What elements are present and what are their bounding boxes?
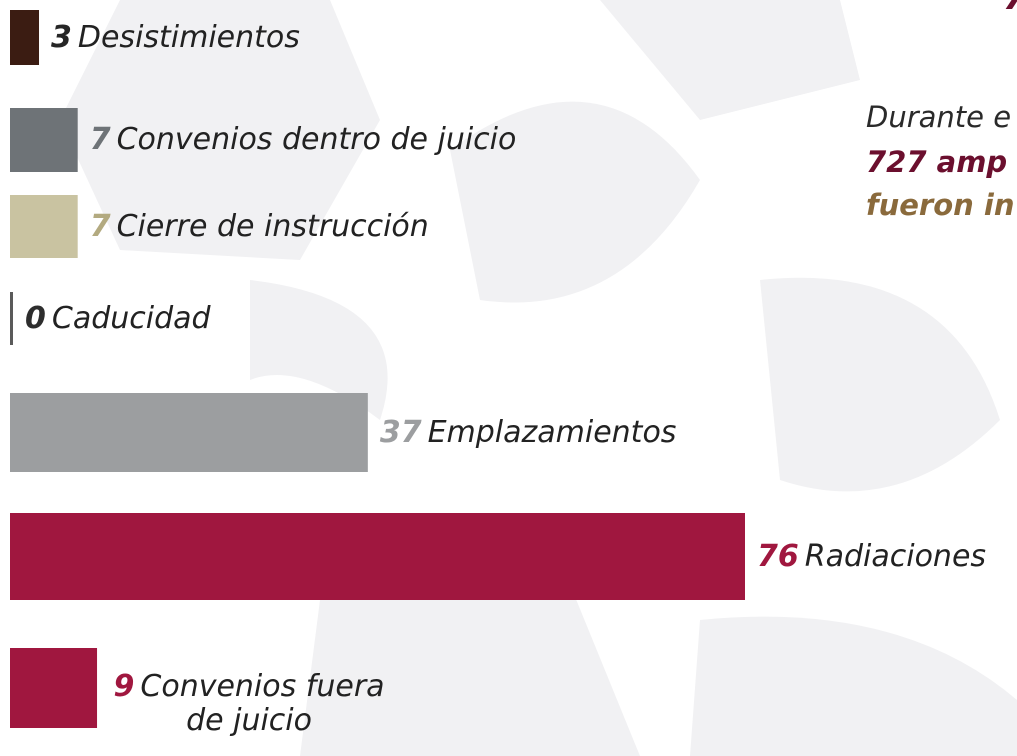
bar — [10, 195, 78, 258]
bar-label: 76 Radiaciones — [757, 538, 987, 574]
bar — [10, 10, 40, 65]
bar — [10, 393, 368, 472]
value-label: 7 — [89, 122, 111, 157]
watermark — [60, 0, 1017, 756]
annotation: 7 — [1003, 0, 1017, 18]
annotation: Durante e — [866, 100, 1012, 134]
bar — [10, 292, 13, 345]
bar-label: 37 Emplazamientos — [379, 414, 677, 450]
bar — [10, 513, 745, 600]
bar-label: 3 Desistimientos — [51, 19, 300, 55]
bar — [10, 648, 98, 728]
value-label: 37 — [379, 414, 422, 450]
category-label: Convenios fuera de juicio — [140, 669, 385, 738]
value-label: 0 — [25, 300, 46, 336]
value-label: 3 — [51, 19, 72, 55]
category-label: Caducidad — [51, 300, 211, 336]
value-label: 7 — [89, 208, 111, 244]
category-label: Radiaciones — [804, 538, 987, 574]
bar-label: 9 Convenios fuera de juicio — [99, 670, 399, 738]
annotation: 727 amp — [866, 145, 1008, 179]
category-label: Desistimientos — [77, 19, 300, 55]
category-label: Cierre de instrucción — [116, 208, 429, 244]
annotation: fueron in — [866, 188, 1015, 222]
bar — [10, 108, 78, 172]
value-label: 9 — [113, 669, 135, 704]
bar-label: 7 Cierre de instrucción — [89, 208, 429, 244]
value-label: 76 — [757, 538, 799, 574]
category-label: Emplazamientos — [427, 414, 677, 450]
category-label: Convenios dentro de juicio — [116, 122, 517, 157]
bar-label: 0 Caducidad — [25, 300, 211, 336]
bar-label: 7 Convenios dentro de juicio — [90, 123, 517, 157]
